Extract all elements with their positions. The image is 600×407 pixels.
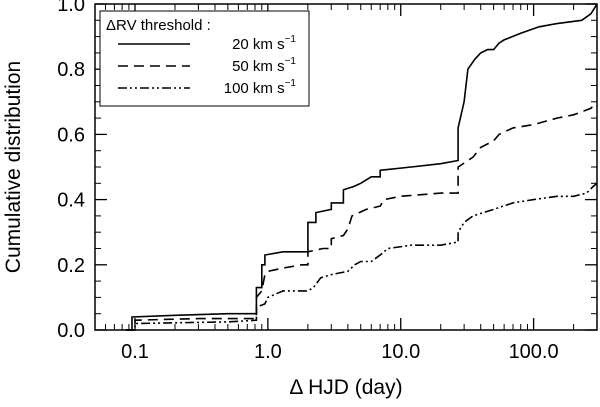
series-line-2 (125, 101, 598, 331)
legend-title: ΔRV threshold : (106, 17, 211, 34)
legend-box (99, 10, 310, 107)
legend-label-3: 100 km s−1 (224, 78, 297, 97)
legend-label-2: 50 km s−1 (232, 56, 296, 75)
y-tick-label: 0.4 (57, 190, 85, 212)
y-tick-label: 0.6 (57, 124, 85, 146)
y-tick-label: 0.8 (57, 59, 85, 81)
ticks-layer: 0.1 1.0 10.0 100.0 0.0 0.2 0.4 0.6 0.8 1.0 (57, 0, 597, 363)
y-tick-label: 1.0 (57, 0, 85, 16)
series-line-3 (125, 182, 598, 331)
x-tick-label: 100.0 (509, 341, 559, 363)
series-line-1 (125, 3, 598, 331)
y-axis-title: Cumulative distribution (2, 61, 25, 273)
y-tick-label: 0.0 (57, 320, 85, 342)
legend: ΔRV threshold : 20 km s−1 50 km s−1 100 km … (99, 10, 310, 107)
x-tick-label: 10.0 (381, 341, 420, 363)
x-axis-title: Δ HJD (day) (289, 376, 402, 399)
x-tick-label: 0.1 (121, 341, 149, 363)
x-tick-label: 1.0 (254, 341, 282, 363)
y-tick-label: 0.2 (57, 255, 85, 277)
legend-label-1: 20 km s−1 (232, 34, 296, 53)
series-layer (125, 3, 598, 331)
